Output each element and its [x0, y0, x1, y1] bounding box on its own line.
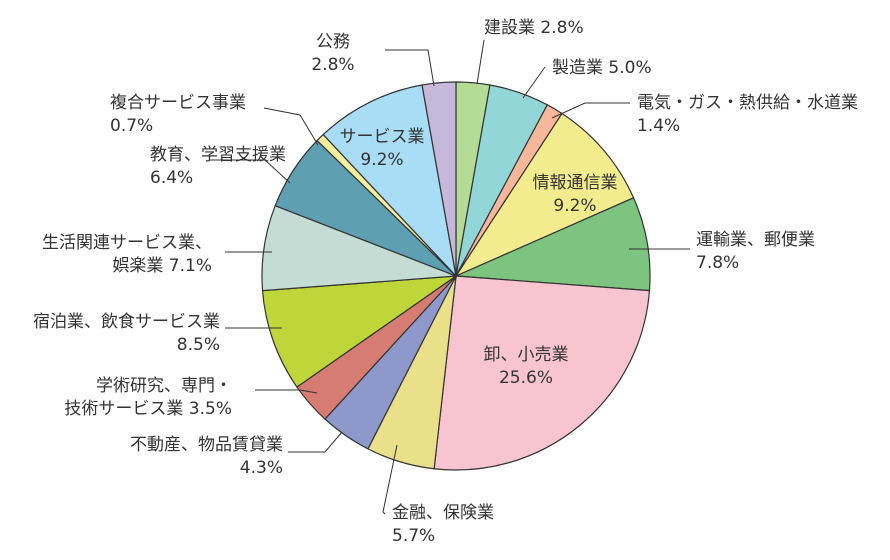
slice-label-2-value-1: 1.4%	[637, 116, 680, 136]
slice-label-8-name-0: 学術研究、専門・	[96, 376, 232, 396]
slice-label-0-value: 建設業 2.8%	[484, 18, 584, 38]
slice-label-7-value-1: 4.3%	[240, 458, 283, 478]
slice-label-6-value-1: 5.7%	[392, 526, 435, 546]
leader-line-8	[255, 389, 318, 394]
slice-label-10-value-1: 娯楽業 7.1%	[112, 256, 212, 276]
slice-label-7-name-0: 不動産、物品賃貸業	[130, 435, 283, 455]
pie-slice-3	[454, 112, 635, 278]
slice-label-3-value-1: 9.2%	[553, 196, 596, 216]
slice-label-8-value-1: 技術サービス業 3.5%	[64, 399, 232, 419]
slice-label-1-value: 製造業 5.0%	[552, 58, 652, 78]
slice-labels: 建設業 2.8% 製造業 5.0% 電気・ガス・熱供給・水道業 1.4% 情報通信業 9.…	[33, 18, 858, 546]
slice-label-13-value-1: 9.2%	[360, 150, 403, 170]
slice-label-12-value-1: 0.7%	[110, 116, 153, 136]
pie-slice-13	[322, 84, 457, 278]
slice-label-5-name-0: 卸、小売業	[484, 345, 569, 365]
slice-label-10-name-0: 生活関連サービス業、	[42, 233, 212, 253]
slice-label-14-name-0: 公務	[316, 32, 350, 52]
slice-label-11-name-0: 教育、学習支援業	[150, 145, 286, 165]
leader-line-14	[385, 49, 435, 87]
slice-label-6-name-0: 金融、保険業	[392, 503, 494, 523]
slice-label-2-name-0: 電気・ガス・熱供給・水道業	[637, 93, 858, 113]
leader-line-2	[551, 102, 630, 119]
pie-slice-5	[433, 275, 651, 471]
leader-line-12	[263, 107, 319, 146]
slice-label-9-name-0: 宿泊業、飲食サービス業	[33, 312, 220, 332]
pie-slice-9	[261, 275, 459, 388]
slice-label-13-name-0: サービス業	[340, 127, 425, 147]
leader-line-11	[210, 159, 291, 184]
slice-label-9-value-1: 8.5%	[177, 335, 220, 355]
pie-slice-4	[455, 197, 651, 292]
pie-slice-14	[421, 81, 457, 277]
leader-line-1	[522, 66, 546, 99]
slice-label-11-value-1: 6.4%	[150, 168, 193, 188]
leader-line-6	[382, 444, 398, 515]
slice-label-14-value-1: 2.8%	[311, 55, 354, 75]
slice-label-5-value-1: 25.6%	[499, 368, 553, 388]
slice-label-12-name-0: 複合サービス事業	[110, 93, 246, 113]
leader-line-7	[288, 431, 343, 453]
leader-line-0	[476, 39, 485, 85]
slice-label-4-name-0: 運輸業、郵便業	[696, 230, 815, 250]
slice-label-3-name-0: 情報通信業	[533, 173, 618, 193]
slice-label-4-value-1: 7.8%	[696, 253, 739, 273]
leader-lines	[210, 39, 690, 515]
pie-slices	[261, 81, 651, 471]
